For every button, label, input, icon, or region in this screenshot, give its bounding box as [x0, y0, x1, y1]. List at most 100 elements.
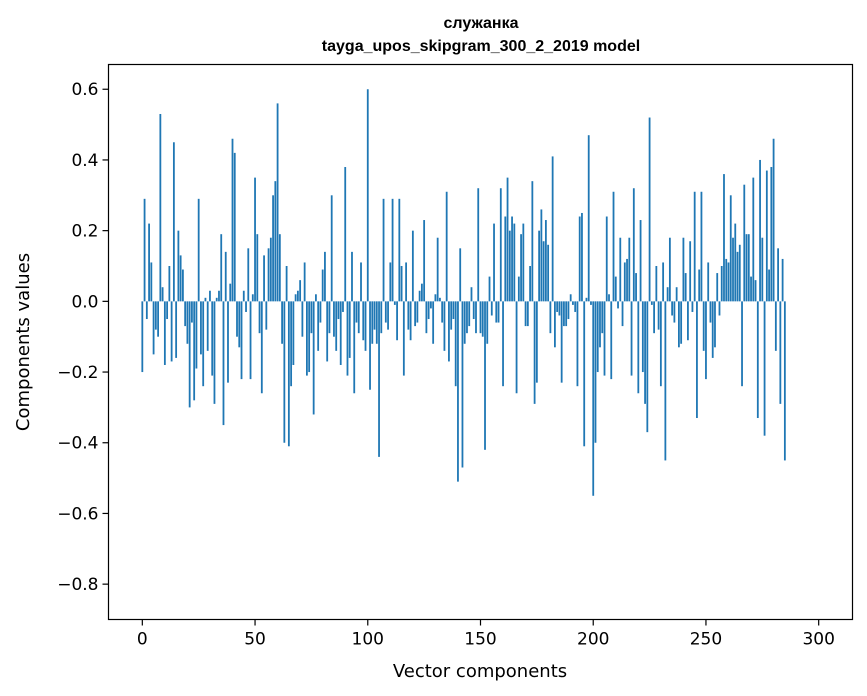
- bar-101: [369, 301, 371, 390]
- bar-161: [504, 216, 507, 302]
- bar-13: [170, 301, 173, 362]
- bar-179: [544, 220, 547, 302]
- bar-82: [326, 301, 329, 362]
- bar-271: [752, 177, 755, 302]
- bar-31: [211, 301, 214, 376]
- x-tick-label-4: 200: [577, 630, 609, 650]
- bar-80: [321, 269, 324, 302]
- bar-215: [626, 258, 628, 302]
- bar-206: [605, 216, 608, 302]
- bar-19: [184, 301, 187, 327]
- bar-232: [664, 301, 667, 461]
- bar-50: [254, 177, 256, 302]
- bar-250: [705, 301, 707, 380]
- bar-41: [233, 152, 236, 302]
- bar-195: [581, 212, 583, 302]
- bar-277: [765, 170, 768, 302]
- bar-224: [646, 301, 649, 433]
- x-axis-label: Vector components: [393, 661, 567, 682]
- bar-131: [436, 237, 439, 302]
- bar-52: [258, 301, 261, 334]
- bar-253: [711, 301, 714, 358]
- x-tick-label-6: 300: [802, 630, 834, 650]
- bar-2: [145, 301, 148, 320]
- bar-137: [450, 301, 453, 330]
- bar-135: [445, 191, 448, 302]
- bar-190: [569, 294, 572, 302]
- bar-102: [371, 301, 374, 344]
- bar-242: [687, 301, 689, 341]
- bar-138: [452, 301, 455, 320]
- bar-235: [671, 301, 674, 316]
- bar-162: [506, 177, 509, 302]
- bar-140: [457, 301, 459, 482]
- bar-171: [526, 301, 529, 327]
- bar-177: [540, 209, 543, 302]
- bar-81: [324, 251, 326, 302]
- bar-270: [750, 276, 752, 302]
- bar-120: [411, 230, 414, 302]
- bar-74: [308, 301, 311, 373]
- bar-85: [333, 301, 335, 337]
- bar-16: [177, 230, 180, 302]
- bar-276: [763, 301, 766, 436]
- bar-103: [373, 301, 376, 330]
- bar-220: [637, 301, 640, 394]
- bar-147: [472, 301, 475, 320]
- bar-176: [538, 230, 541, 302]
- bar-204: [601, 301, 604, 334]
- x-tick-label-3: 150: [464, 630, 496, 650]
- bar-213: [621, 301, 624, 327]
- bar-92: [348, 301, 351, 358]
- bar-272: [754, 280, 757, 302]
- bar-268: [745, 234, 748, 302]
- bar-282: [777, 248, 779, 302]
- bar-133: [441, 301, 444, 323]
- bar-197: [585, 297, 588, 302]
- bar-237: [675, 287, 678, 302]
- bar-219: [635, 273, 637, 302]
- bar-79: [319, 301, 322, 323]
- bar-119: [409, 301, 412, 341]
- bar-63: [283, 301, 286, 443]
- bar-193: [576, 301, 579, 387]
- bar-163: [508, 230, 511, 302]
- chart-title-line1: служанка: [444, 15, 519, 32]
- bar-227: [653, 301, 655, 334]
- bar-150: [479, 301, 482, 334]
- bar-143: [463, 301, 466, 344]
- bar-26: [200, 301, 202, 355]
- x-tick-label-1: 50: [244, 630, 266, 650]
- bar-109: [387, 301, 389, 330]
- bar-65: [287, 301, 290, 447]
- bar-247: [698, 269, 701, 302]
- bar-167: [517, 276, 520, 302]
- bar-153: [486, 301, 489, 344]
- bar-191: [572, 301, 574, 305]
- bar-47: [247, 248, 250, 302]
- bar-64: [285, 266, 288, 302]
- bar-185: [558, 301, 561, 316]
- y-axis-label: Components values: [13, 253, 34, 431]
- bar-0: [141, 301, 144, 373]
- bar-87: [337, 301, 340, 320]
- bar-223: [644, 301, 646, 404]
- bar-221: [639, 220, 642, 302]
- bar-236: [673, 301, 676, 323]
- bar-254: [714, 301, 716, 348]
- bar-46: [245, 301, 247, 312]
- bar-155: [490, 301, 493, 316]
- y-tick-label-1: −0.6: [57, 504, 98, 524]
- bar-104: [375, 301, 378, 344]
- bar-7: [157, 301, 159, 337]
- bar-58: [272, 195, 274, 302]
- bar-23: [193, 301, 196, 401]
- bar-35: [220, 234, 223, 302]
- bar-24: [195, 301, 198, 369]
- bar-283: [779, 301, 782, 404]
- bar-99: [364, 301, 367, 351]
- bar-172: [529, 266, 531, 302]
- bar-259: [725, 258, 728, 302]
- bar-73: [306, 301, 308, 376]
- bar-233: [666, 287, 669, 302]
